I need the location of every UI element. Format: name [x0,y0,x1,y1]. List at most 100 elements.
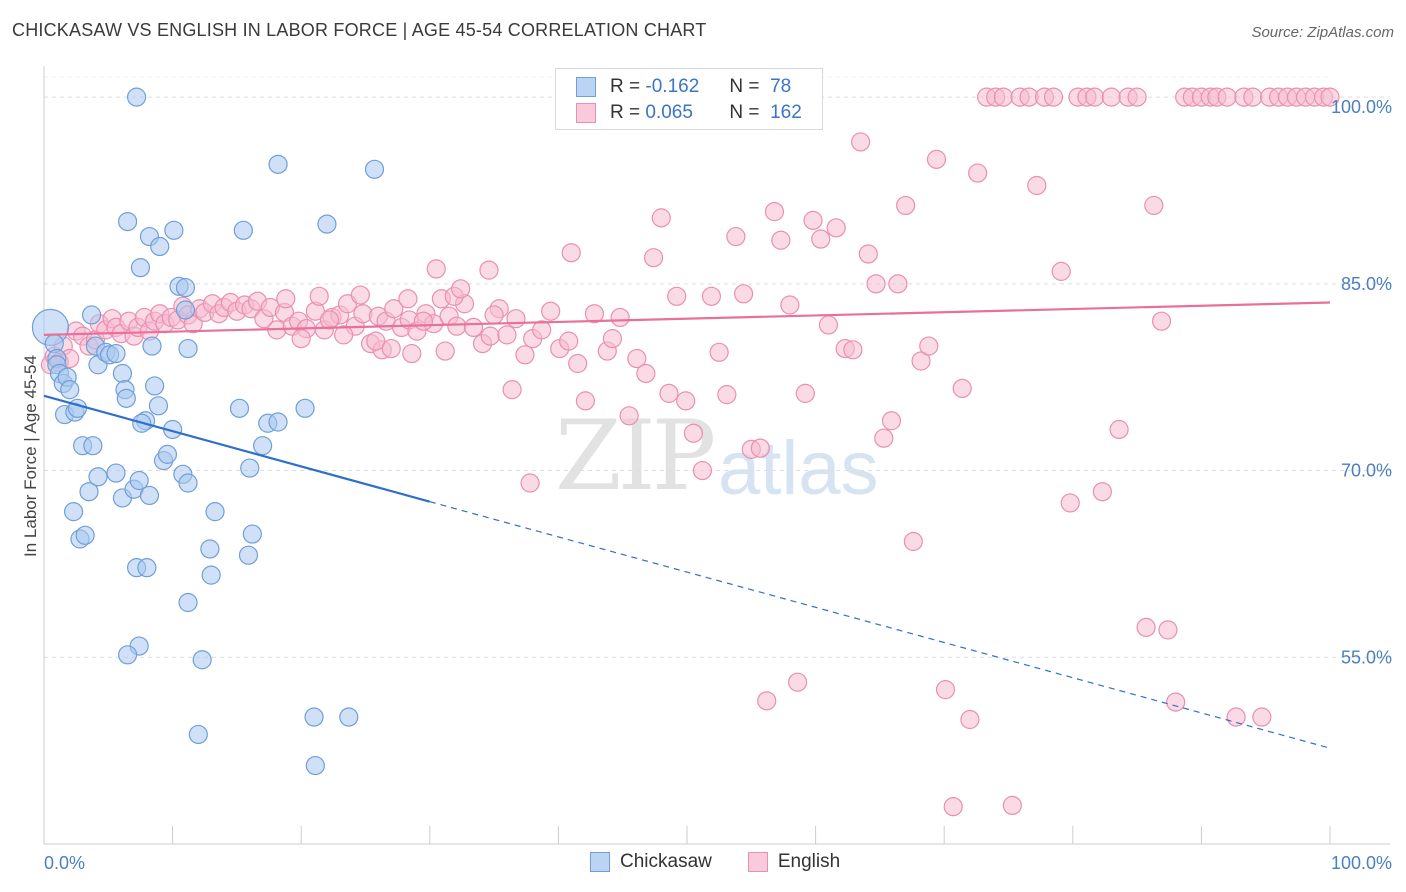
y-tick-label: 55.0% [1341,647,1392,667]
english-swatch [576,103,596,123]
chickasaw-point [175,277,196,298]
chickasaw-point [137,558,157,578]
legend-item-english[interactable]: English [747,851,840,873]
chickasaw-point [175,300,196,320]
english-point [1158,620,1178,640]
english-point [413,311,433,331]
n-value-english: 162 [770,102,802,123]
series-legend: Chickasaw English [590,851,876,873]
chickasaw-point [268,412,288,432]
english-point [1252,707,1272,727]
english-point [1127,87,1147,107]
chickasaw-point [67,398,88,418]
n-value-chickasaw: 78 [770,76,792,97]
english-point [771,230,791,250]
chickasaw-trend-extension [429,501,1331,749]
chickasaw-point [317,214,337,234]
english-point [911,351,931,371]
english-point [479,260,499,280]
chickasaw-point [240,458,260,478]
english-point [858,244,878,264]
english-point [1085,87,1105,107]
correlation-legend: R = -0.162 N = 78 R = 0.065 N = 162 [555,68,823,130]
chickasaw-point [116,388,136,408]
english-point [319,310,340,330]
english-point [532,320,552,340]
english-point [1243,87,1263,107]
english-point [463,317,484,338]
chickasaw-point [304,707,324,727]
english-point [384,299,404,319]
english-point [757,691,777,711]
english-point [1109,419,1129,440]
y-tick-label: 70.0% [1341,461,1392,481]
chickasaw-point [117,645,138,665]
english-point [435,341,455,361]
chickasaw-point [178,473,198,493]
watermark-atlas: atlas [718,426,879,511]
english-point [811,229,831,249]
english-point [366,331,386,351]
english-point [1002,795,1022,816]
english-point [643,248,664,268]
chickasaw-trend-line [43,394,431,503]
english-point [381,338,401,359]
english-point [1092,482,1112,502]
english-points [40,87,1340,817]
chickasaw-point [253,436,273,456]
english-point [780,295,800,315]
chickasaw-point [200,539,220,559]
chickasaw-point [305,755,325,776]
english-point [952,378,972,399]
english-point [1320,87,1340,107]
english-point [502,380,522,400]
chickasaw-point [205,502,225,522]
chickasaw-point [144,376,165,396]
gridlines [44,76,1390,658]
chickasaw-point [201,565,221,585]
chickasaw-point [233,220,253,240]
english-point [993,87,1013,107]
chickasaw-point [81,305,102,325]
n-label: N = [729,102,760,123]
english-point [926,149,947,169]
english-point [826,218,846,238]
chickasaw-point [164,220,184,240]
chickasaw-points [31,87,385,776]
legend-row-english: R = 0.065 N = 162 [576,101,802,125]
y-tick-label: 100.0% [1331,97,1392,117]
english-point [515,345,535,365]
english-point [276,289,296,309]
english-point [520,473,540,493]
english-point [903,531,923,552]
english-point [881,411,902,431]
chickasaw-point [60,380,80,400]
chickasaw-point [150,236,170,257]
english-point [651,208,671,228]
english-point [717,385,737,405]
english-point [309,286,329,306]
english-point [683,423,704,443]
english-point [568,353,588,374]
english-point [888,274,908,294]
chickasaw-point [339,707,359,727]
chickasaw-point [117,212,138,232]
chart-title: CHICKASAW VS ENGLISH IN LABOR FORCE | AG… [12,20,707,40]
chickasaw-point [142,336,162,356]
english-trend-line [43,301,1331,336]
english-point [851,132,871,152]
english-point [866,274,886,294]
english-point [627,348,647,369]
english-point [960,709,980,730]
english-point [1226,707,1246,727]
chickasaw-point [178,592,198,613]
english-point [1217,87,1237,107]
english-point [818,315,839,335]
english-point [726,226,746,247]
english-point [1060,493,1080,513]
english-point [701,286,722,306]
english-point [919,336,939,356]
legend-item-chickasaw[interactable]: Chickasaw [590,851,712,873]
english-point [451,279,471,299]
